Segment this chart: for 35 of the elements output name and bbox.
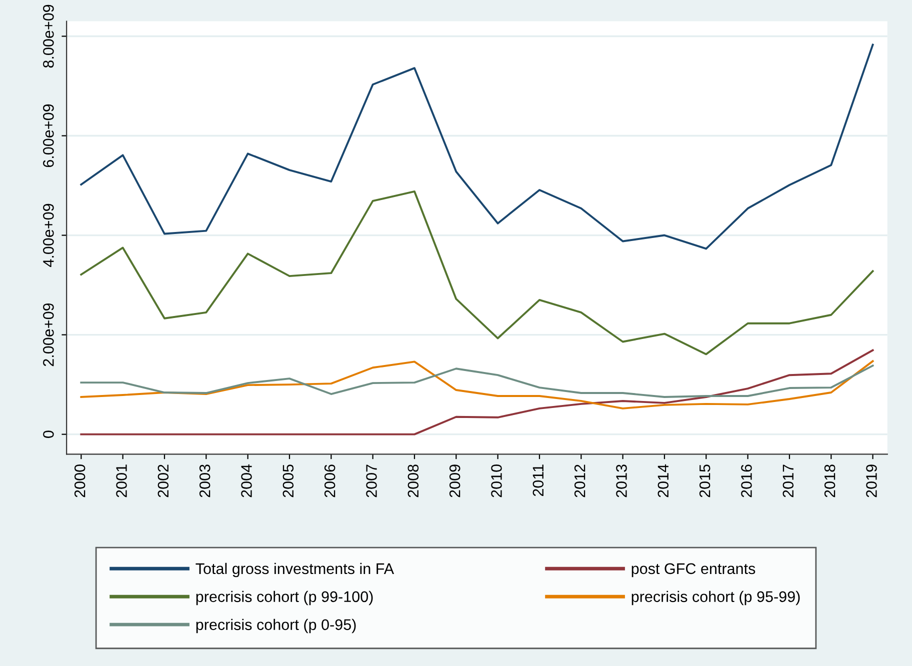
x-tick-label: 2004 [241, 464, 252, 498]
y-tick-label: 0 [43, 430, 54, 438]
legend-label: precrisis cohort (p 0-95) [196, 618, 356, 634]
x-tick-label: 2019 [866, 464, 877, 498]
x-tick-label: 2003 [199, 464, 210, 498]
x-tick-label: 2017 [782, 464, 794, 498]
line-series [80, 364, 874, 398]
x-tick-label: 2014 [658, 464, 669, 498]
legend-label: Total gross investments in FA [196, 562, 394, 578]
x-tick-label: 2015 [699, 464, 710, 498]
y-tick-label: 6.00e+09 [43, 104, 54, 168]
legend-label: precrisis cohort (p 99-100) [196, 590, 373, 606]
x-tick-label: 2010 [491, 464, 502, 498]
x-tick-label: 2008 [408, 464, 419, 498]
x-tick-label: 2011 [532, 464, 544, 496]
x-tick-label: 2005 [282, 464, 294, 498]
x-tick-label: 2002 [158, 464, 169, 498]
legend-label: precrisis cohort (p 95-99) [632, 590, 800, 606]
x-tick-label: 2018 [824, 464, 836, 498]
line-series [80, 190, 874, 356]
x-tick-label: 2006 [324, 464, 336, 498]
x-tick-label: 2016 [741, 464, 752, 498]
x-tick-label: 2001 [116, 464, 127, 498]
legend-label: post GFC entrants [632, 563, 756, 578]
line-series [80, 360, 874, 410]
y-tick-label: 2.00e+09 [43, 303, 54, 366]
x-tick-label: 2007 [366, 464, 377, 498]
y-tick-label: 4.00e+09 [43, 204, 54, 267]
x-tick-label: 2000 [74, 464, 86, 498]
x-tick-label: 2013 [616, 464, 627, 498]
x-tick-label: 2012 [574, 464, 586, 498]
line-series [80, 44, 874, 250]
y-tick-label: 8.00e+09 [43, 4, 54, 68]
line-series [80, 349, 874, 436]
x-tick-label: 2009 [449, 464, 460, 498]
